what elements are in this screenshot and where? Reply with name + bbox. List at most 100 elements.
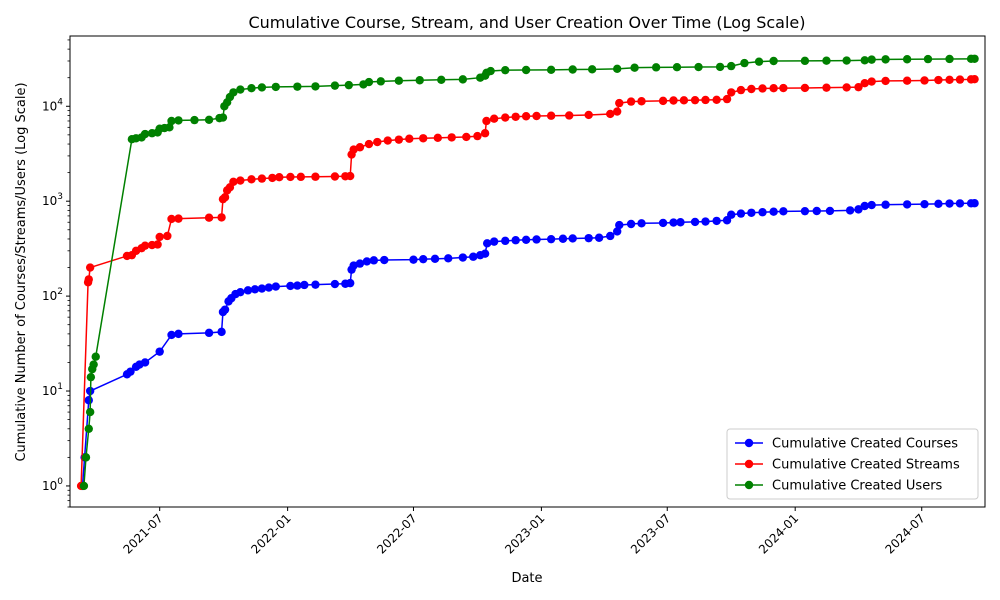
data-point [482, 239, 492, 248]
data-point [867, 77, 876, 86]
data-point [167, 330, 176, 340]
data-point [532, 111, 541, 121]
data-point [79, 481, 89, 491]
data-point [293, 281, 302, 290]
y-tick-label: 102 [42, 287, 63, 303]
series-2 [76, 74, 979, 491]
data-point [85, 407, 95, 417]
data-point [769, 84, 778, 93]
data-point [669, 96, 678, 105]
legend-label: Cumulative Created Users [772, 479, 943, 494]
data-point [955, 75, 965, 84]
data-point [722, 94, 732, 104]
data-point [842, 83, 851, 92]
legend-marker [744, 459, 754, 469]
data-point [376, 77, 385, 86]
data-point [84, 396, 93, 405]
data-point [296, 172, 306, 182]
data-point [275, 172, 284, 182]
data-point [217, 213, 226, 222]
data-point [822, 83, 831, 92]
data-point [715, 62, 725, 72]
data-point [970, 54, 979, 63]
data-point [546, 234, 556, 244]
data-point [364, 139, 374, 149]
data-point [615, 98, 624, 108]
data-point [584, 110, 593, 120]
data-point [433, 133, 443, 143]
data-point [489, 114, 499, 123]
legend-label: Cumulative Created Streams [772, 458, 960, 473]
legend-entry: Cumulative Created Courses [735, 437, 958, 452]
data-point [658, 96, 668, 106]
data-point [355, 143, 365, 152]
data-point [293, 82, 302, 91]
data-point [867, 200, 876, 210]
data-point [89, 360, 98, 369]
data-point [630, 63, 639, 72]
data-point [236, 85, 245, 94]
data-point [229, 88, 238, 97]
data-point [355, 259, 365, 268]
data-point [854, 82, 863, 92]
data-point [612, 227, 622, 236]
data-point [727, 88, 736, 97]
data-point [651, 63, 661, 72]
data-point [247, 84, 256, 93]
legend-box [726, 428, 979, 500]
data-point [521, 235, 531, 244]
data-point [955, 199, 965, 208]
data-point [271, 282, 281, 291]
data-point [84, 424, 93, 433]
data-point [867, 55, 876, 64]
data-point [970, 199, 979, 208]
data-point [676, 218, 685, 227]
data-point [458, 253, 468, 262]
plot-area [76, 54, 979, 491]
data-point [747, 84, 756, 94]
data-point [140, 358, 150, 367]
data-point [740, 58, 749, 68]
data-point [155, 347, 164, 356]
data-point [558, 234, 568, 243]
data-point [204, 115, 214, 125]
data-point [84, 275, 93, 284]
data-point [637, 219, 646, 228]
data-point [204, 213, 214, 222]
data-point [881, 55, 890, 64]
data-point [190, 115, 199, 125]
y-tick-label: 100 [42, 477, 63, 493]
data-point [568, 65, 577, 74]
data-point [501, 65, 510, 75]
data-point [286, 281, 295, 291]
data-point [373, 137, 382, 147]
data-point [568, 234, 577, 243]
data-point [437, 75, 446, 85]
data-point [489, 237, 499, 246]
data-point [369, 256, 379, 265]
series-line [80, 78, 975, 486]
data-point [679, 96, 689, 105]
data-point [486, 66, 495, 76]
data-point [727, 210, 736, 219]
y-tick-label: 103 [42, 192, 63, 208]
data-point [140, 241, 150, 250]
data-point [736, 85, 746, 95]
legend-entry: Cumulative Created Users [735, 479, 943, 494]
data-point [415, 76, 424, 85]
data-point [842, 56, 851, 65]
data-point [920, 76, 929, 85]
data-point [658, 218, 668, 228]
data-point [469, 252, 478, 261]
data-point [126, 367, 135, 376]
data-point [881, 76, 890, 86]
data-point [701, 95, 710, 105]
data-point [934, 199, 943, 209]
data-point [174, 329, 183, 339]
data-point [419, 254, 428, 264]
data-point [672, 62, 682, 72]
data-point [970, 74, 979, 84]
data-point [637, 97, 646, 106]
data-point [747, 208, 756, 217]
